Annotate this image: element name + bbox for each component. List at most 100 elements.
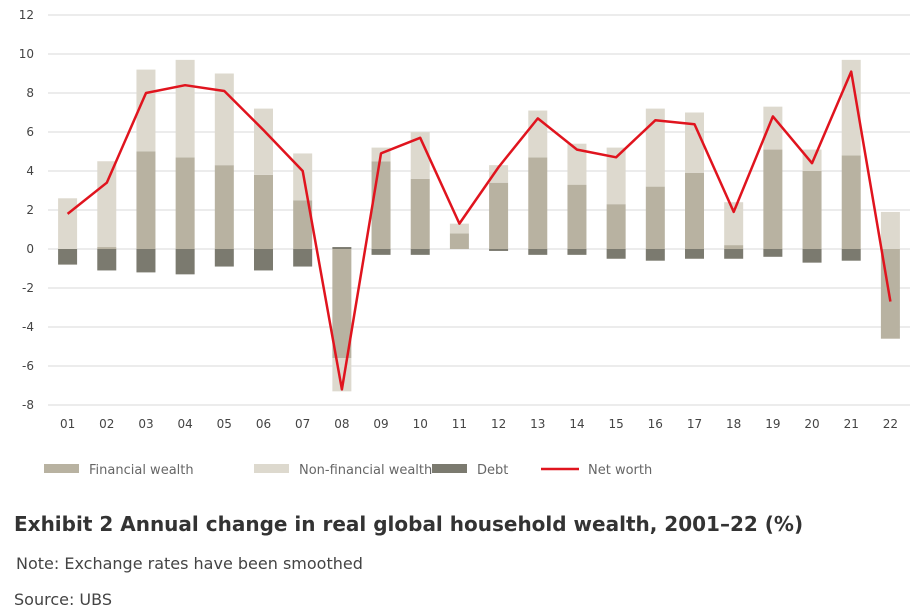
- non-financial-wealth-bar: [724, 202, 744, 246]
- x-tick-label: 14: [569, 417, 584, 431]
- x-tick-label: 15: [608, 417, 623, 431]
- x-tick-label: 09: [373, 417, 388, 431]
- y-axis-ticks: 12 10 8 6 4 2 0 -2 -4 -6 -8: [19, 8, 34, 412]
- financial-wealth-bar: [254, 174, 273, 249]
- net-worth-line-group: [66, 70, 892, 391]
- bars: [58, 59, 900, 392]
- non-financial-wealth-bar: [606, 147, 626, 205]
- y-tick-label: -2: [22, 281, 34, 295]
- x-tick-label: 20: [804, 417, 819, 431]
- financial-wealth-bar: [489, 182, 509, 249]
- financial-wealth-bar: [763, 149, 783, 249]
- x-tick-label: 13: [530, 417, 545, 431]
- financial-wealth-bar: [567, 184, 587, 249]
- financial-wealth-bar: [449, 233, 469, 249]
- x-tick-label: 03: [138, 417, 153, 431]
- debt-bar: [214, 249, 234, 267]
- financial-wealth-bar: [606, 204, 626, 249]
- debt-bar: [763, 249, 783, 257]
- financial-wealth-bar: [645, 186, 665, 249]
- x-axis-ticks: 01 02 03 04 05 06 07 08 09 10 11 12 13 14 15 16 17 18 19 20…: [60, 417, 898, 431]
- x-tick-label: 01: [60, 417, 75, 431]
- x-tick-label: 08: [334, 417, 349, 431]
- legend-label: Debt: [477, 463, 508, 478]
- financial-wealth-bar: [214, 165, 234, 249]
- debt-bar: [97, 249, 117, 271]
- legend-swatch: [254, 464, 289, 473]
- financial-wealth-bar: [332, 249, 352, 359]
- debt-bar: [606, 249, 626, 259]
- financial-wealth-bar: [802, 171, 822, 249]
- non-financial-wealth-bar: [97, 161, 117, 248]
- net-worth-line: [66, 70, 892, 391]
- legend-item-non-financial-wealth: Non-financial wealth: [254, 463, 432, 478]
- financial-wealth-bar: [528, 157, 548, 249]
- legend-swatch: [432, 464, 467, 473]
- non-financial-wealth-bar: [763, 106, 783, 150]
- x-tick-label: 21: [844, 417, 859, 431]
- x-tick-label: 16: [648, 417, 663, 431]
- y-tick-label: 6: [26, 125, 34, 139]
- x-tick-label: 22: [883, 417, 898, 431]
- debt-bar: [685, 249, 704, 259]
- non-financial-wealth-bar: [410, 132, 430, 179]
- financial-wealth-bar: [685, 172, 704, 249]
- non-financial-wealth-bar: [567, 143, 587, 185]
- x-tick-label: 07: [295, 417, 310, 431]
- debt-bar: [724, 249, 744, 259]
- debt-bar: [371, 249, 391, 255]
- financial-wealth-bar: [841, 155, 861, 249]
- y-tick-label: -8: [22, 398, 34, 412]
- non-financial-wealth-bar: [880, 211, 900, 249]
- x-tick-label: 12: [491, 417, 506, 431]
- debt-bar: [58, 249, 78, 265]
- financial-wealth-bar: [175, 157, 195, 249]
- debt-bar: [332, 247, 352, 249]
- x-tick-label: 10: [413, 417, 428, 431]
- debt-bar: [489, 249, 509, 251]
- legend: Financial wealth Non-financial wealth Debt…: [44, 463, 652, 478]
- debt-bar: [293, 249, 313, 267]
- non-financial-wealth-bar: [685, 112, 704, 173]
- non-financial-wealth-bar: [58, 198, 78, 249]
- debt-bar: [841, 249, 861, 261]
- non-financial-wealth-bar: [175, 59, 195, 158]
- chart-note: Note: Exchange rates have been smoothed: [16, 554, 363, 573]
- financial-wealth-bar: [410, 178, 430, 249]
- legend-item-financial-wealth: Financial wealth: [44, 463, 194, 478]
- x-tick-label: 05: [217, 417, 232, 431]
- legend-item-net-worth: Net worth: [541, 463, 652, 478]
- legend-label: Non-financial wealth: [299, 463, 432, 478]
- debt-bar: [567, 249, 587, 255]
- y-tick-label: 0: [26, 242, 34, 256]
- x-tick-label: 17: [687, 417, 702, 431]
- x-tick-label: 06: [256, 417, 271, 431]
- financial-wealth-bar: [724, 245, 744, 249]
- debt-bar: [136, 249, 156, 273]
- chart-title: Exhibit 2 Annual change in real global h…: [14, 512, 804, 536]
- x-tick-label: 19: [765, 417, 780, 431]
- y-tick-label: 4: [26, 164, 34, 178]
- chart-source: Source: UBS: [14, 590, 112, 609]
- x-tick-label: 02: [99, 417, 114, 431]
- x-tick-label: 11: [452, 417, 467, 431]
- debt-bar: [410, 249, 430, 255]
- legend-label: Net worth: [588, 463, 652, 478]
- debt-bar: [175, 249, 195, 275]
- x-tick-label: 18: [726, 417, 741, 431]
- financial-wealth-bar: [293, 200, 313, 249]
- non-financial-wealth-bar: [645, 108, 665, 187]
- debt-bar: [528, 249, 548, 255]
- y-tick-label: 2: [26, 203, 34, 217]
- x-tick-label: 04: [177, 417, 192, 431]
- legend-label: Financial wealth: [89, 463, 194, 478]
- legend-item-debt: Debt: [432, 463, 508, 478]
- y-tick-label: 10: [19, 47, 34, 61]
- y-tick-label: 8: [26, 86, 34, 100]
- debt-bar: [645, 249, 665, 261]
- debt-bar: [254, 249, 273, 271]
- y-tick-label: -4: [22, 320, 34, 334]
- financial-wealth-bar: [371, 161, 391, 249]
- financial-wealth-bar: [97, 247, 117, 249]
- non-financial-wealth-bar: [254, 108, 273, 175]
